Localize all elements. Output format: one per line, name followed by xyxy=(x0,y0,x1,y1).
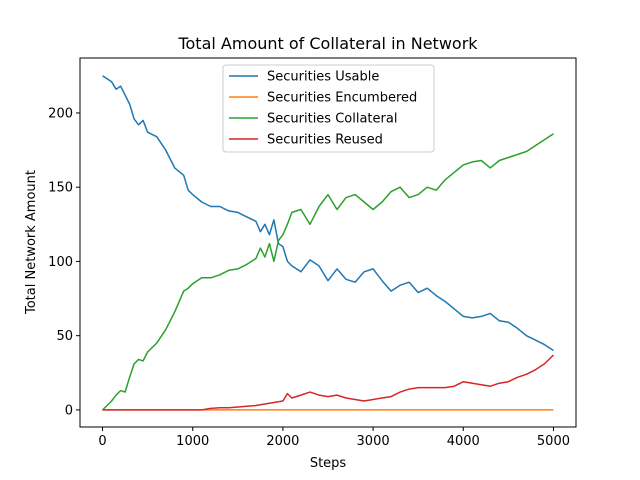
legend-box xyxy=(222,64,435,153)
legend: Securities Usable Securities Encumbered Se… xyxy=(222,64,435,153)
x-tick-label: 3000 xyxy=(357,434,390,449)
legend-label: Securities Reused xyxy=(267,133,383,148)
x-tick-label: 0 xyxy=(98,434,106,449)
legend-label: Securities Collateral xyxy=(267,112,397,127)
x-axis-ticks: 0 1000 2000 3000 4000 5000 xyxy=(98,427,570,449)
series-layer xyxy=(101,75,555,411)
chart-title: Total Amount of Collateral in Network xyxy=(177,34,478,53)
series-line-securities-reused xyxy=(102,354,555,411)
y-axis-ticks: 0 50 100 150 200 xyxy=(48,106,80,418)
plot-frame xyxy=(79,57,577,428)
x-tick-label: 1000 xyxy=(176,434,209,449)
y-tick-label: 0 xyxy=(65,403,73,418)
y-tick-label: 150 xyxy=(48,181,73,196)
y-tick-label: 50 xyxy=(56,329,73,344)
series-line-securities-usable xyxy=(102,75,554,352)
x-tick-label: 2000 xyxy=(266,434,299,449)
x-tick-label: 5000 xyxy=(537,434,570,449)
legend-label: Securities Usable xyxy=(267,70,379,85)
x-axis-label: Steps xyxy=(310,456,347,471)
y-axis-label: Total Network Amount xyxy=(24,170,39,315)
y-tick-label: 200 xyxy=(48,106,73,121)
legend-label: Securities Encumbered xyxy=(267,91,417,106)
x-tick-label: 4000 xyxy=(447,434,480,449)
y-tick-label: 100 xyxy=(48,255,73,270)
series-line-securities-collateral xyxy=(101,133,554,411)
